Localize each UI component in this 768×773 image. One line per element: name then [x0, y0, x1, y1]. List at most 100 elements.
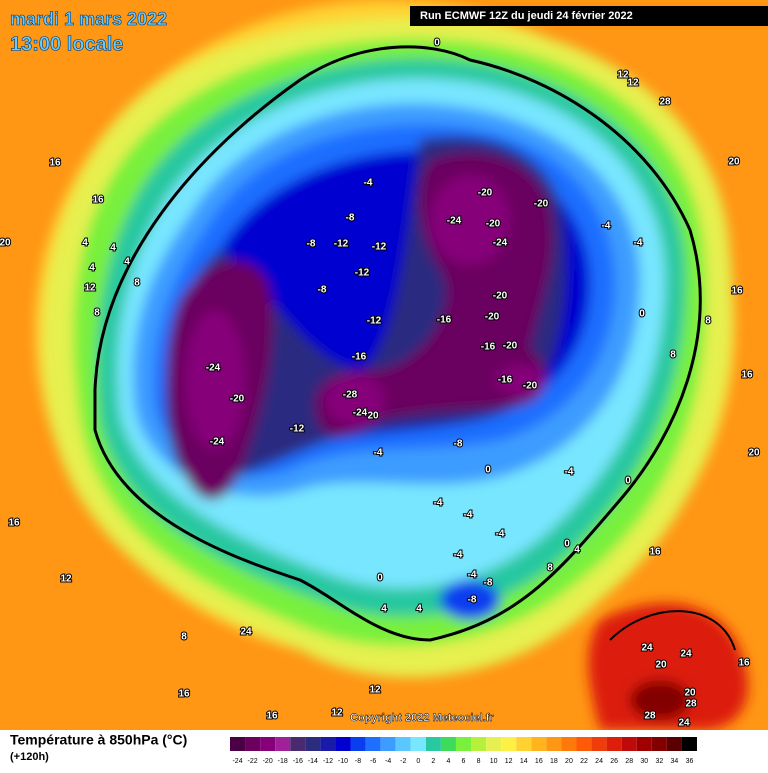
scale-swatch	[365, 737, 381, 751]
scale-swatch	[606, 737, 622, 751]
scale-label: 36	[686, 758, 694, 765]
copyright: Copyright 2022 Meteociel.fr	[350, 712, 494, 724]
contour-label: -20	[503, 341, 518, 352]
scale-label: -8	[355, 758, 361, 765]
legend-title: Température à 850hPa (°C)	[10, 732, 187, 748]
contour-label: 16	[738, 658, 750, 669]
contour-label: -4	[602, 221, 611, 232]
scale-label: 34	[671, 758, 679, 765]
contour-label: -12	[355, 268, 370, 279]
scale-swatch	[651, 737, 667, 751]
scale-label: 10	[490, 758, 498, 765]
scale-swatch	[666, 737, 682, 751]
scale-swatch	[516, 737, 532, 751]
scale-label: -14	[308, 758, 318, 765]
contour-label: -4	[454, 550, 463, 561]
scale-label: 16	[535, 758, 543, 765]
contour-label: 8	[547, 563, 553, 574]
contour-label: -12	[334, 239, 349, 250]
contour-label: -20	[478, 188, 493, 199]
scale-label: -12	[323, 758, 333, 765]
scale-swatch	[410, 737, 426, 751]
contour-label: 24	[680, 649, 692, 660]
scale-label: -24	[232, 758, 242, 765]
contour-label: 12	[369, 685, 381, 696]
contour-label: 8	[94, 308, 100, 319]
scale-swatch	[260, 737, 276, 751]
scale-label: -4	[385, 758, 391, 765]
scale-label: 26	[610, 758, 618, 765]
scale-label: 2	[431, 758, 435, 765]
scale-swatch	[440, 737, 456, 751]
contour-label: -12	[367, 316, 382, 327]
legend-lead: (+120h)	[10, 751, 49, 763]
contour-label: -20	[534, 199, 549, 210]
scale-label: 32	[655, 758, 663, 765]
contour-label: 12	[331, 708, 343, 719]
contour-label: -24	[210, 437, 225, 448]
contour-label: 20	[684, 688, 696, 699]
scale-swatch	[621, 737, 637, 751]
contour-label: -4	[565, 467, 574, 478]
contour-label: 20	[0, 238, 11, 249]
run-info: Run ECMWF 12Z du jeudi 24 février 2022	[420, 10, 633, 22]
contour-label: -8	[346, 213, 355, 224]
contour-label: 4	[574, 545, 580, 556]
contour-label: 16	[178, 689, 190, 700]
contour-label: 12	[60, 574, 72, 585]
contour-label: 0	[377, 573, 383, 584]
contour-label: 12	[627, 78, 639, 89]
contour-label: 20	[728, 157, 740, 168]
scale-swatch	[275, 737, 291, 751]
contour-label: 0	[564, 539, 570, 550]
scale-swatch	[380, 737, 396, 751]
scale-swatch	[320, 737, 336, 751]
contour-label: 16	[8, 518, 20, 529]
contour-label: -4	[364, 178, 373, 189]
contour-label: -16	[437, 315, 452, 326]
map-time: 13:00 locale	[10, 33, 123, 55]
scale-swatch	[230, 737, 246, 751]
contour-label: -16	[481, 342, 496, 353]
contour-label: 16	[266, 711, 278, 722]
scale-swatch	[455, 737, 472, 751]
scale-label: 12	[505, 758, 513, 765]
scale-swatch	[290, 737, 306, 751]
scale-swatch	[681, 737, 697, 751]
contour-label: 20	[367, 411, 379, 422]
contour-label: 8	[181, 632, 187, 643]
contour-label: 4	[110, 243, 116, 254]
contour-label: -24	[353, 408, 368, 419]
contour-label: 4	[82, 238, 88, 249]
scale-swatch	[305, 737, 321, 751]
temperature-field	[0, 0, 768, 730]
scale-swatch	[471, 737, 487, 751]
scale-swatch	[561, 737, 577, 751]
contour-label: 28	[685, 699, 697, 710]
scale-label: 6	[462, 758, 466, 765]
scale-label: 4	[446, 758, 450, 765]
contour-label: 24	[641, 643, 653, 654]
contour-label: 16	[731, 286, 743, 297]
contour-label: 4	[124, 257, 130, 268]
scale-label: 24	[595, 758, 603, 765]
scale-label: -10	[338, 758, 348, 765]
contour-label: 4	[89, 263, 95, 274]
scale-label: 22	[580, 758, 588, 765]
scale-swatch	[531, 737, 547, 751]
contour-label: -16	[498, 375, 513, 386]
contour-label: 8	[134, 278, 140, 289]
contour-label: -4	[434, 498, 443, 509]
scale-swatch	[245, 737, 261, 751]
scale-label: -2	[400, 758, 406, 765]
contour-label: 4	[381, 604, 387, 615]
scale-swatch	[636, 737, 652, 751]
scale-label: -18	[278, 758, 288, 765]
contour-label: 24	[240, 627, 252, 638]
contour-label: -4	[634, 238, 643, 249]
scale-swatch	[395, 737, 411, 751]
contour-label: -12	[372, 242, 387, 253]
contour-label: -4	[496, 529, 505, 540]
contour-label: -4	[464, 510, 473, 521]
